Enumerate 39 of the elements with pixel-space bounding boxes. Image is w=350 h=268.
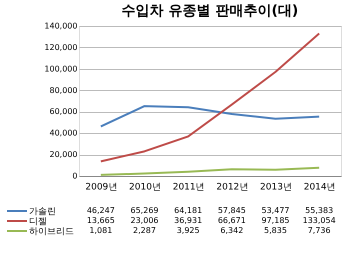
x-tick-label: 2014년 (304, 182, 336, 192)
legend-label: 디젤 (29, 217, 47, 227)
data-label: 55,383 (305, 206, 334, 215)
data-label: 133,054 (302, 216, 336, 225)
data-label: 3,925 (176, 226, 200, 235)
data-label: 7,736 (308, 226, 331, 235)
y-tick-label: 100,000 (44, 64, 78, 74)
data-label: 66,671 (218, 216, 246, 225)
data-label: 5,835 (264, 226, 287, 235)
y-tick-label: 0 (72, 172, 78, 180)
data-label: 6,342 (220, 226, 244, 235)
data-label: 36,931 (174, 216, 202, 225)
x-tick-label: 2010년 (129, 182, 161, 192)
y-tick-label: 80,000 (50, 86, 78, 95)
y-tick-label: 140,000 (44, 22, 78, 30)
y-tick-label: 20,000 (50, 150, 78, 160)
line-series (100, 105, 320, 128)
data-label: 13,665 (86, 216, 115, 225)
data-label: 53,477 (262, 206, 290, 215)
x-tick-label: 2012년 (216, 182, 248, 192)
x-tick-label: 2013년 (260, 182, 292, 192)
data-label: 46,247 (86, 206, 115, 215)
data-label: 64,181 (174, 206, 202, 215)
line-series (100, 32, 320, 162)
legend-label: 가솔린 (29, 207, 56, 217)
chart-title: 수입차 유종별 판매추이(대) (122, 3, 298, 19)
y-tick-label: 120,000 (44, 42, 78, 52)
x-tick-label: 2011년 (172, 182, 205, 192)
data-label: 57,845 (218, 206, 246, 215)
data-label: 97,185 (262, 216, 290, 225)
line-series (100, 166, 320, 176)
data-label: 65,269 (130, 206, 158, 215)
y-tick-label: 60,000 (50, 107, 78, 116)
legend-label: 하이브리드 (29, 227, 74, 237)
data-label: 1,081 (89, 226, 112, 235)
data-label: 2,287 (133, 226, 156, 235)
x-tick-label: 2009년 (85, 182, 118, 192)
y-tick-label: 40,000 (50, 128, 78, 138)
data-label: 23,006 (130, 216, 158, 225)
